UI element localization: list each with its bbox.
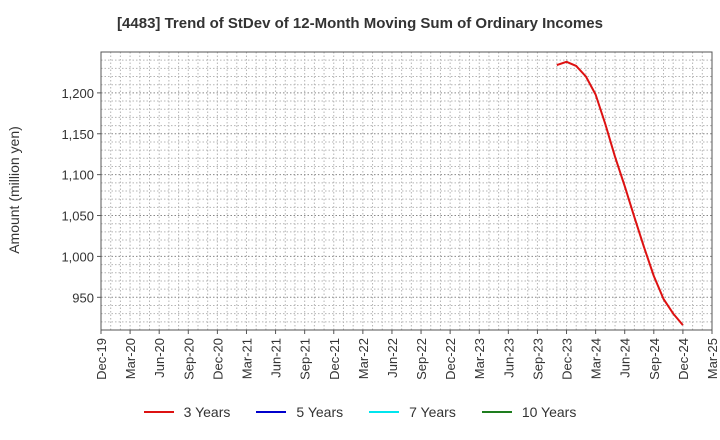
x-tick-label: Sep-24	[647, 338, 662, 380]
legend: 3 Years 5 Years 7 Years 10 Years	[0, 404, 720, 420]
x-tick-label: Dec-19	[94, 338, 109, 380]
y-tick-label: 1,000	[61, 249, 94, 264]
x-tick-label: Dec-24	[676, 338, 691, 380]
plot-frame	[100, 51, 713, 331]
legend-swatch	[143, 411, 174, 413]
x-tick-label: Jun-23	[501, 338, 516, 378]
y-tick-label: 950	[72, 290, 94, 305]
legend-item: 5 Years	[256, 404, 343, 420]
x-tick-label: Mar-22	[356, 338, 371, 379]
y-tick-label: 1,050	[61, 209, 94, 224]
y-tick-label: 1,150	[61, 127, 94, 142]
legend-swatch	[369, 411, 400, 413]
x-tick-label: Mar-21	[239, 338, 254, 379]
x-tick-label: Sep-22	[414, 338, 429, 380]
series-line-3-years	[556, 60, 684, 326]
x-tick-label: Jun-22	[385, 338, 400, 378]
legend-item: 10 Years	[481, 404, 577, 420]
legend-label: 10 Years	[521, 404, 577, 420]
chart-title: [4483] Trend of StDev of 12-Month Moving…	[117, 15, 603, 32]
x-tick-label: Dec-23	[560, 338, 575, 380]
legend-label: 7 Years	[409, 404, 456, 420]
x-tick-label: Sep-20	[181, 338, 196, 380]
legend-swatch	[256, 411, 287, 413]
legend-label: 3 Years	[183, 404, 231, 420]
y-tick-label: 1,100	[61, 168, 94, 183]
x-tick-label: Jun-21	[269, 338, 284, 378]
legend-item: 3 Years	[143, 404, 231, 420]
x-tick-label: Jun-20	[152, 338, 167, 378]
x-tick-label: Mar-24	[589, 338, 604, 379]
x-tick-label: Dec-22	[443, 338, 458, 380]
legend-swatch	[481, 411, 512, 413]
x-tick-label: Mar-20	[123, 338, 138, 379]
x-tick-label: Dec-20	[210, 338, 225, 380]
x-tick-label: Mar-23	[472, 338, 487, 379]
x-tick-label: Jun-24	[618, 338, 633, 378]
legend-item: 7 Years	[369, 404, 456, 420]
x-tick-label: Mar-25	[705, 338, 720, 379]
x-tick-label: Sep-21	[298, 338, 313, 380]
y-tick-label: 1,200	[61, 86, 94, 101]
x-tick-label: Sep-23	[530, 338, 545, 380]
legend-label: 5 Years	[296, 404, 344, 420]
x-tick-label: Dec-21	[327, 338, 342, 380]
